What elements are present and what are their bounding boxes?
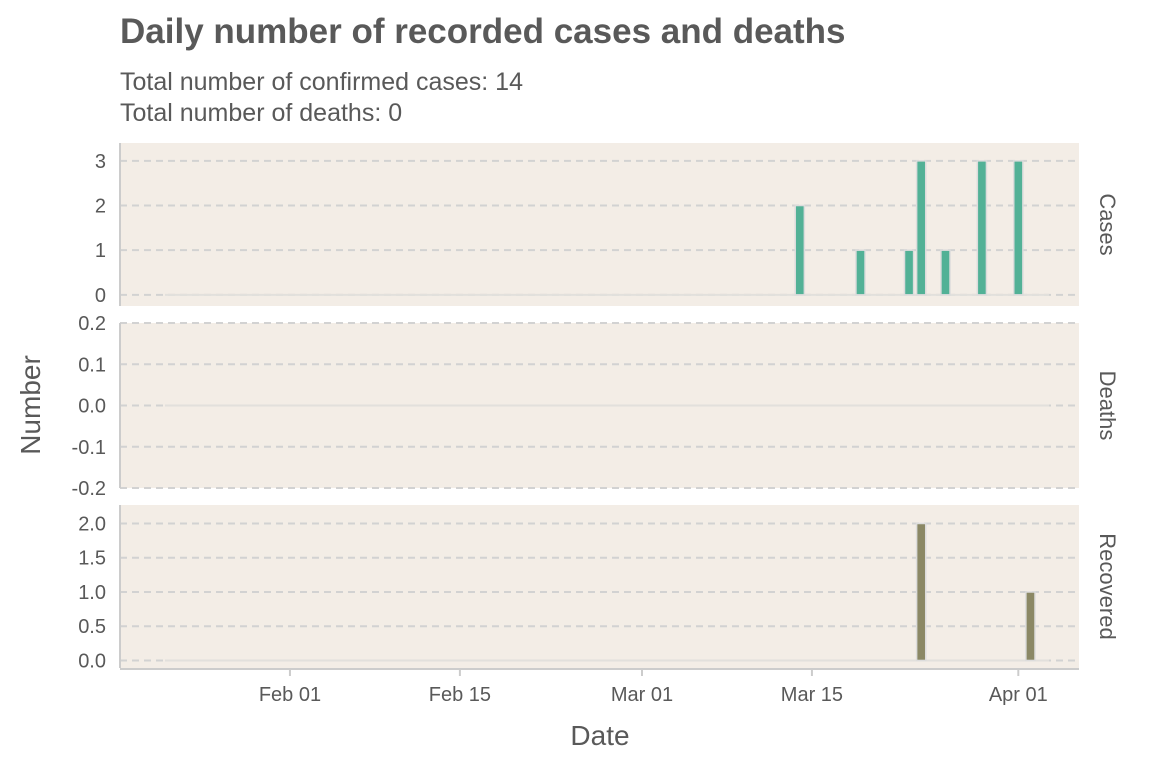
y-tick-label-cases: 2 — [95, 196, 106, 218]
bar-recovered — [1025, 591, 1036, 662]
y-tick-label-deaths: 0.0 — [78, 396, 106, 418]
bar-cases — [976, 160, 988, 296]
y-tick-label-recovered: 1.0 — [78, 582, 106, 604]
y-tick-label-deaths: -0.1 — [72, 437, 106, 459]
y-tick-label-recovered: 0.5 — [78, 616, 106, 638]
facet-label-cases: Cases — [1095, 193, 1120, 255]
bar-cases — [1013, 160, 1024, 296]
x-tick-label: Mar 15 — [781, 684, 843, 706]
panel-background-recovered — [120, 505, 1079, 668]
x-tick-label: Feb 15 — [429, 684, 491, 706]
y-tick-label-deaths: -0.2 — [72, 478, 106, 500]
x-axis-title: Date — [570, 720, 629, 751]
x-tick-label: Feb 01 — [259, 684, 321, 706]
y-tick-label-recovered: 2.0 — [78, 513, 106, 535]
y-tick-label-cases: 3 — [95, 151, 106, 173]
bar-cases — [915, 160, 927, 296]
panel-background-cases — [120, 143, 1079, 306]
x-tick-label: Mar 01 — [611, 684, 673, 706]
y-tick-label-cases: 1 — [95, 240, 106, 262]
y-tick-label-recovered: 0.0 — [78, 650, 106, 672]
chart-subtitle-cases: Total number of confirmed cases: 14 — [120, 68, 523, 96]
bar-cases — [794, 204, 806, 296]
bar-cases — [903, 249, 915, 296]
y-tick-label-deaths: 0.1 — [78, 354, 106, 376]
bar-cases — [855, 249, 866, 296]
facet-label-deaths: Deaths — [1095, 371, 1120, 441]
y-tick-label-deaths: 0.2 — [78, 313, 106, 335]
facet-label-recovered: Recovered — [1095, 533, 1120, 639]
chart-subtitle-deaths: Total number of deaths: 0 — [120, 99, 403, 127]
y-tick-label-cases: 0 — [95, 285, 106, 307]
chart-title: Daily number of recorded cases and death… — [120, 12, 846, 51]
x-tick-label: Apr 01 — [989, 684, 1048, 706]
bar-cases — [940, 249, 951, 296]
y-axis-title: Number — [15, 355, 46, 455]
y-tick-label-recovered: 1.5 — [78, 548, 106, 570]
bar-recovered — [915, 522, 927, 662]
